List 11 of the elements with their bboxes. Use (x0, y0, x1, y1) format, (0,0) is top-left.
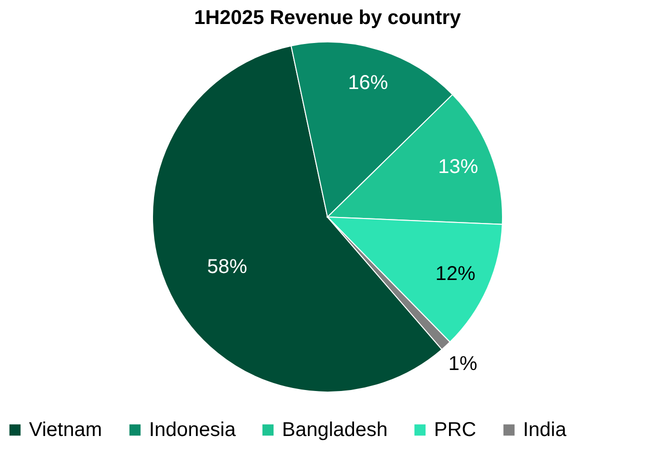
legend-label: Bangladesh (282, 419, 388, 441)
chart-title: 1H2025 Revenue by country (194, 7, 462, 29)
data-label: 12% (435, 262, 476, 285)
data-label: 58% (207, 256, 248, 278)
data-label: 13% (438, 156, 478, 178)
legend-label: Vietnam (29, 419, 102, 441)
legend-label: Indonesia (149, 419, 237, 441)
data-label: 16% (348, 72, 388, 94)
data-label: 1% (448, 353, 478, 376)
legend-label: India (523, 419, 568, 441)
legend-label: PRC (434, 419, 476, 441)
